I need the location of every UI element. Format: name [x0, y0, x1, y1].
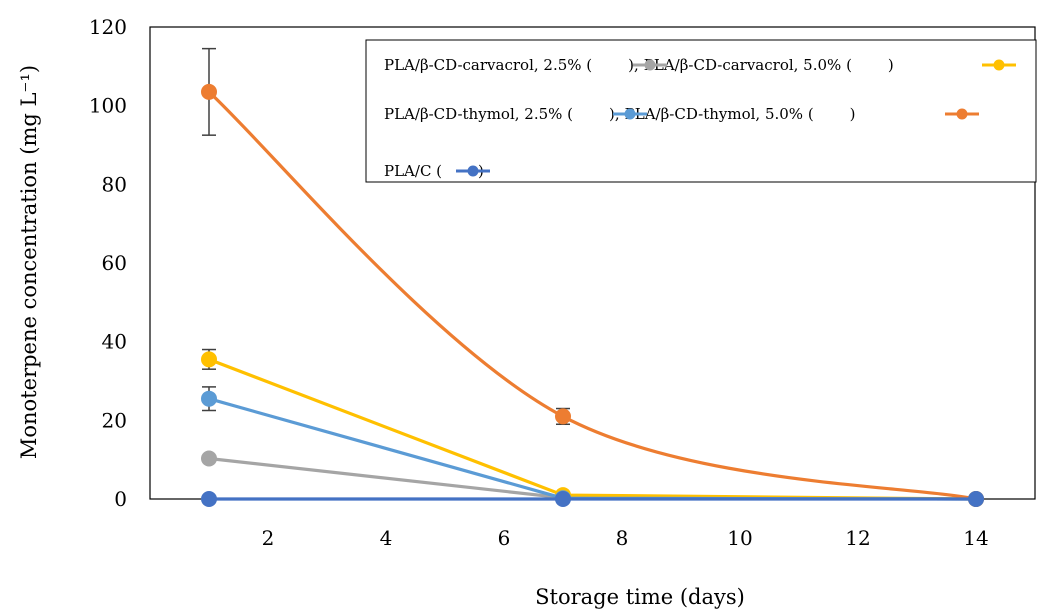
x-axis-title: Storage time (days): [535, 585, 745, 609]
series-2: [201, 386, 984, 507]
legend-swatch: [456, 165, 490, 177]
data-point: [555, 408, 571, 425]
y-tick-labels: 0 20 40 60 80 100 120: [89, 15, 127, 511]
x-tick-label: 2: [262, 526, 275, 550]
x-tick-label: 4: [380, 526, 393, 550]
y-tick-label: 40: [102, 330, 127, 354]
series-layer: [201, 47, 984, 507]
y-tick-label: 0: [114, 487, 127, 511]
y-tick-label: 100: [89, 94, 127, 118]
legend-swatch: [945, 108, 979, 120]
legend-swatch: [633, 59, 667, 71]
y-tick-label: 120: [89, 15, 127, 39]
x-tick-labels: 2 4 6 8 10 12 14: [262, 526, 989, 550]
y-tick-label: 80: [102, 172, 127, 196]
data-point: [555, 491, 571, 507]
data-point: [201, 351, 217, 368]
legend: PLA/β-CD-carvacrol, 2.5% ( ); PLA/β-CD-c…: [365, 39, 1037, 183]
y-tick-label: 60: [102, 251, 127, 275]
legend-box: [365, 39, 1037, 183]
series-4: [201, 491, 984, 507]
x-tick-label: 12: [845, 526, 870, 550]
data-point: [201, 450, 217, 467]
legend-swatch: [982, 59, 1016, 71]
series-line: [208, 397, 977, 501]
series-line: [208, 456, 977, 501]
legend-markers: [456, 59, 1016, 177]
y-tick-label: 20: [102, 408, 127, 432]
y-axis-title: Monoterpene concentration (mg L⁻¹): [17, 65, 41, 459]
x-tick-label: 10: [727, 526, 752, 550]
data-point: [968, 491, 984, 507]
x-tick-label: 14: [963, 526, 988, 550]
x-tick-label: 8: [616, 526, 629, 550]
legend-swatch: [613, 108, 647, 120]
data-point: [201, 83, 217, 100]
data-point: [201, 390, 217, 407]
x-tick-label: 6: [498, 526, 511, 550]
data-point: [201, 491, 217, 507]
legend-line-3: PLA/C ( ): [384, 162, 484, 180]
